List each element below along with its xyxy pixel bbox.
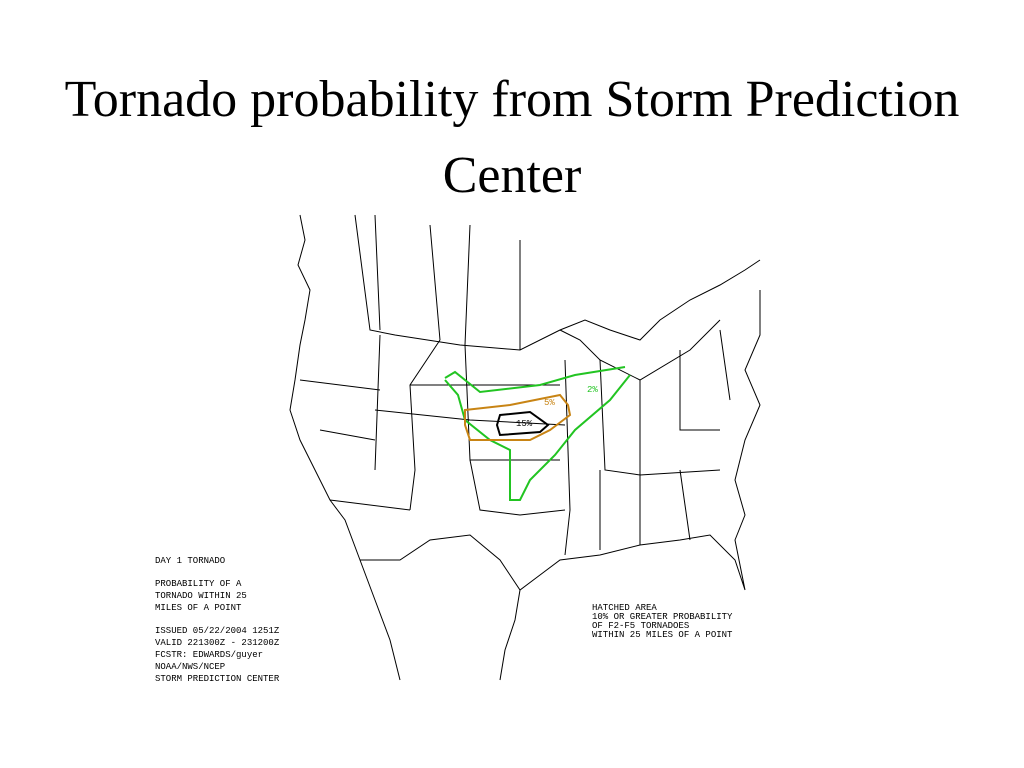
- left-legend: DAY 1 TORNADO PROBABILITY OF A TORNADO WIT…: [155, 556, 280, 684]
- contour-15: [495, 410, 550, 437]
- legend-line: WITHIN 25 MILES OF A POINT: [592, 630, 733, 640]
- slide-title: Tornado probability from Storm Predictio…: [64, 71, 960, 204]
- map-outlines: [289, 214, 761, 681]
- contour-label: 2%: [587, 385, 598, 395]
- legend-line: MILES OF A POINT: [155, 603, 242, 613]
- contour-5: [464, 393, 572, 441]
- contour-label: 5%: [544, 398, 555, 408]
- legend-line: PROBABILITY OF A: [155, 579, 242, 589]
- contour-2: [444, 366, 631, 501]
- legend-line: ISSUED 05/22/2004 1251Z: [155, 626, 280, 636]
- legend-line: DAY 1 TORNADO: [155, 556, 225, 566]
- legend-line: HATCHED AREA: [592, 603, 657, 613]
- legend-line: NOAA/NWS/NCEP: [155, 662, 225, 672]
- contour-label: 15%: [516, 419, 533, 429]
- legend-line: FCSTR: EDWARDS/guyer: [155, 650, 263, 660]
- legend-line: VALID 221300Z - 231200Z: [155, 638, 280, 648]
- legend-line: STORM PREDICTION CENTER: [155, 674, 280, 684]
- legend-line: TORNADO WITHIN 25: [155, 591, 247, 601]
- legend-line: OF F2-F5 TORNADOES: [592, 621, 689, 631]
- probability-contours: [444, 366, 631, 501]
- legend-line: 10% OR GREATER PROBABILITY: [592, 612, 733, 622]
